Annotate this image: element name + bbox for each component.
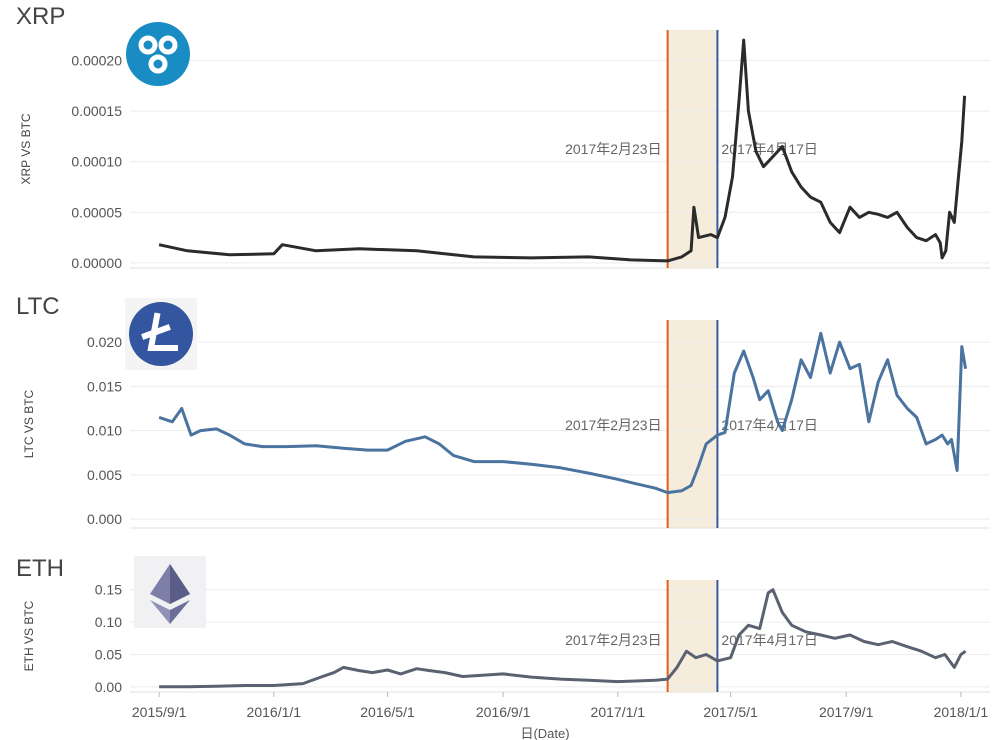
event-band — [667, 580, 718, 692]
y-tick-label: 0.010 — [87, 423, 122, 439]
y-tick-label: 0.05 — [95, 646, 122, 662]
x-tick-label: 2016/5/1 — [360, 704, 415, 720]
y-tick-label: 0.000 — [87, 511, 122, 527]
y-tick-label: 0.10 — [95, 614, 122, 630]
y-tick-label: 0.015 — [87, 378, 122, 394]
x-tick-label: 2017/9/1 — [819, 704, 874, 720]
annotation-date-2: 2017年4月17日 — [721, 632, 818, 648]
litecoin-logo-icon — [125, 298, 197, 370]
x-tick-label: 2017/1/1 — [591, 704, 646, 720]
ripple-logo-icon — [126, 22, 190, 86]
series-line-xrp — [158, 38, 967, 263]
annotation-date-1: 2017年2月23日 — [565, 141, 662, 157]
y-tick-label: 0.00010 — [71, 154, 122, 170]
series-line-eth — [159, 588, 967, 689]
x-axis-label: 日(Date) — [520, 726, 569, 740]
x-tick-label: 2016/9/1 — [476, 704, 531, 720]
y-tick-label: 0.15 — [95, 582, 122, 598]
series-line-ltc — [158, 331, 968, 495]
chart-panel-eth: 0.00 0.05 0.10 0.15 2017年2月23日 2017年4月17日 ETH E… — [16, 555, 990, 695]
y-tick-label: 0.00020 — [71, 52, 122, 68]
x-tick-label: 2016/1/1 — [247, 704, 302, 720]
x-tick-label: 2017/5/1 — [703, 704, 758, 720]
annotation-date-1: 2017年2月23日 — [565, 417, 662, 433]
annotation-date-1: 2017年2月23日 — [565, 632, 662, 648]
x-tick-label: 2015/9/1 — [132, 704, 187, 720]
panel-title: XRP — [16, 3, 65, 30]
y-tick-label: 0.00015 — [71, 103, 122, 119]
y-tick-label: 0.00005 — [71, 204, 122, 220]
panel-title: LTC — [16, 293, 60, 320]
y-tick-label: 0.00 — [95, 679, 122, 695]
y-axis-label: XRP VS BTC — [19, 113, 33, 184]
y-tick-label: 0.020 — [87, 334, 122, 350]
y-axis-label: LTC VS BTC — [22, 389, 36, 458]
y-axis-label: ETH VS BTC — [22, 600, 36, 671]
panel-title: ETH — [16, 555, 64, 582]
ethereum-logo-icon — [134, 556, 206, 628]
chart-panel-xrp: 0.00000 0.00005 0.00010 0.00015 0.00020 2017年… — [16, 3, 990, 271]
x-tick-label: 2018/1/1 — [934, 704, 989, 720]
y-tick-label: 0.00000 — [71, 255, 122, 271]
annotation-date-2: 2017年4月17日 — [721, 141, 818, 157]
chart-panel-ltc: 0.000 0.005 0.010 0.015 0.020 2017年2月23日 2017年… — [16, 293, 990, 529]
annotation-date-2: 2017年4月17日 — [721, 417, 818, 433]
y-tick-label: 0.005 — [87, 467, 122, 483]
event-band — [667, 320, 718, 528]
